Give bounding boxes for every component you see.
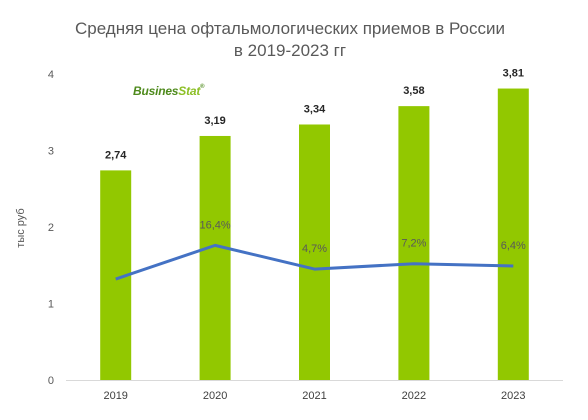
y-tick-label: 3 — [48, 146, 54, 158]
x-tick-label: 2022 — [402, 390, 426, 402]
x-tick-label: 2019 — [103, 390, 127, 402]
y-tick-label: 1 — [48, 299, 54, 311]
y-tick-label: 2 — [48, 222, 54, 234]
chart-subtitle: в 2019-2023 гг — [233, 41, 347, 60]
growth-label: 4,7% — [302, 243, 327, 255]
bar-value-label: 2,74 — [105, 149, 127, 161]
bar-value-label: 3,19 — [204, 115, 225, 127]
bar-2023 — [497, 88, 529, 380]
x-tick-label: 2020 — [203, 390, 227, 402]
x-tick-label: 2021 — [302, 390, 326, 402]
businesstat-logo: BusinesStat® — [133, 84, 205, 98]
chart-title: Средняя цена офтальмологических приемов … — [74, 19, 505, 38]
bar-value-label: 3,81 — [503, 68, 524, 80]
growth-line — [115, 243, 514, 281]
y-tick-label: 0 — [48, 375, 54, 387]
growth-label: 6,4% — [501, 240, 526, 252]
growth-label: 16,4% — [199, 219, 230, 231]
bar-2022 — [398, 106, 430, 380]
growth-label: 7,2% — [401, 238, 426, 250]
bar-2020 — [199, 135, 231, 380]
x-tick-label: 2023 — [501, 390, 525, 402]
bar-value-label: 3,58 — [403, 85, 424, 97]
bar-2021 — [299, 124, 330, 381]
bar-value-label: 3,34 — [304, 103, 326, 115]
y-tick-label: 4 — [48, 69, 54, 81]
